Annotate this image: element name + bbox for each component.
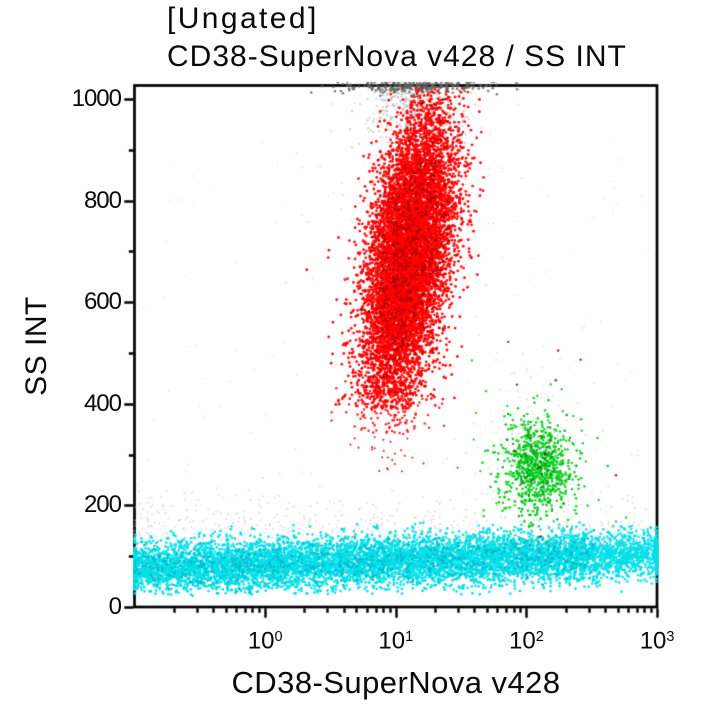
- y-tick-label-400: 400: [83, 389, 122, 417]
- y-tick-label-800: 800: [83, 186, 122, 214]
- y-tick-label-200: 200: [83, 491, 122, 519]
- x-tick-label-1e2: 102: [509, 627, 544, 655]
- x-tick-label-1e1: 101: [378, 627, 414, 655]
- y-tick-label-1000: 1000: [71, 85, 122, 112]
- y-tick-label-0: 0: [108, 593, 122, 620]
- x-tick-label-1e0: 100: [247, 627, 283, 655]
- y-axis-title: SS INT: [20, 296, 53, 396]
- y-tick-label-600: 600: [83, 288, 122, 316]
- x-tick-label-1e3: 103: [639, 627, 675, 655]
- x-axis-title: CD38-SuperNova v428: [231, 665, 561, 700]
